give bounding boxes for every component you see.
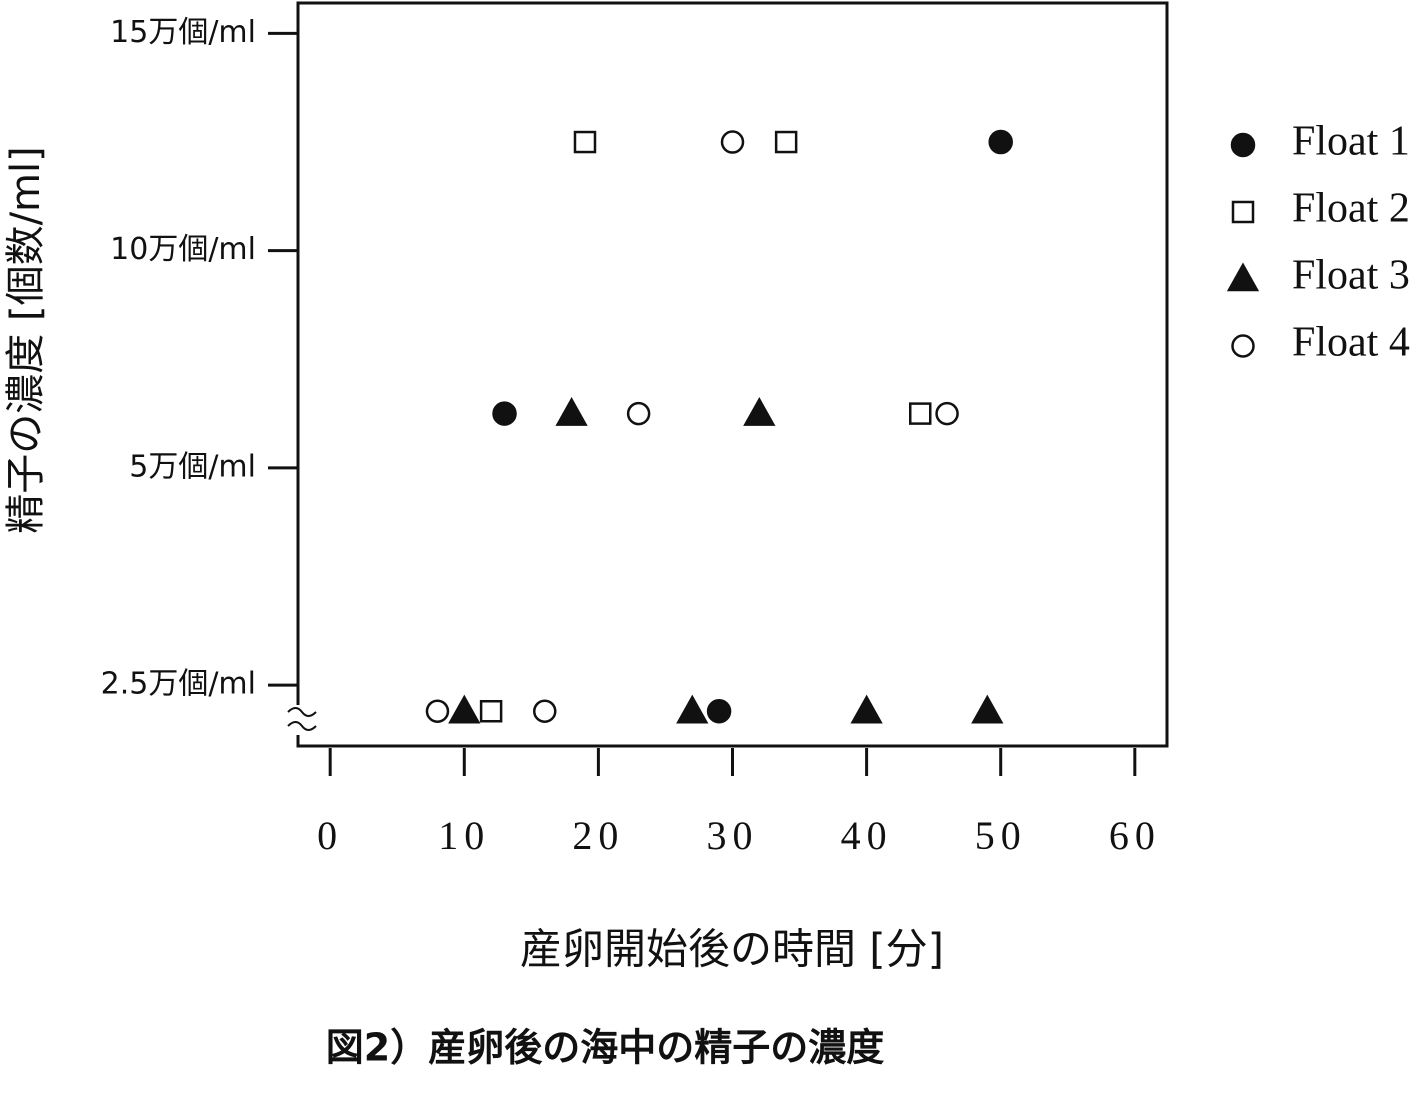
y-tick-label: 15万個/ml — [110, 15, 256, 50]
plot-frame — [296, 1, 1169, 748]
point — [573, 130, 597, 154]
legend-marker — [1231, 334, 1255, 358]
point — [555, 397, 588, 426]
axis-break — [286, 705, 317, 735]
legend-label: Float 4 — [1292, 320, 1410, 366]
point — [720, 130, 745, 154]
legend-label: Float 2 — [1292, 186, 1410, 232]
y-axis-label: 精子の濃度 [個数/ml] — [3, 146, 49, 533]
x-tick-label: 0 — [317, 813, 343, 858]
chart-title: 図2）産卵後の海中の精子の濃度 — [326, 1026, 884, 1070]
point — [492, 401, 517, 426]
point — [774, 130, 798, 154]
legend-label: Float 1 — [1292, 119, 1410, 165]
x-tick-label: 60 — [1109, 813, 1161, 858]
x-tick-label: 40 — [841, 813, 893, 858]
point — [425, 699, 450, 723]
point — [676, 694, 709, 724]
x-axis-label: 産卵開始後の時間 [分] — [520, 925, 944, 974]
point — [850, 694, 883, 724]
point — [706, 698, 732, 724]
y-tick-label: 2.5万個/ml — [101, 667, 256, 702]
legend: Float 1 Float 2 Float 3 Float 4 — [1226, 119, 1410, 366]
point — [448, 694, 481, 724]
point — [971, 694, 1004, 724]
legend-marker — [1230, 132, 1256, 158]
legend-label: Float 3 — [1292, 253, 1410, 299]
point — [935, 401, 959, 426]
legend-marker — [1231, 200, 1255, 224]
x-tick-label: 50 — [975, 813, 1027, 858]
point — [908, 402, 932, 425]
legend-marker — [1226, 262, 1260, 292]
point — [479, 699, 503, 723]
point — [626, 401, 651, 426]
point — [743, 397, 776, 426]
x-tick-label: 20 — [572, 813, 624, 858]
x-tick-label: 30 — [707, 813, 759, 858]
y-tick-label: 5万個/ml — [129, 449, 256, 484]
point — [988, 129, 1013, 155]
point — [533, 699, 557, 723]
y-tick-label: 10万個/ml — [110, 232, 256, 267]
x-tick-label: 10 — [438, 813, 490, 858]
